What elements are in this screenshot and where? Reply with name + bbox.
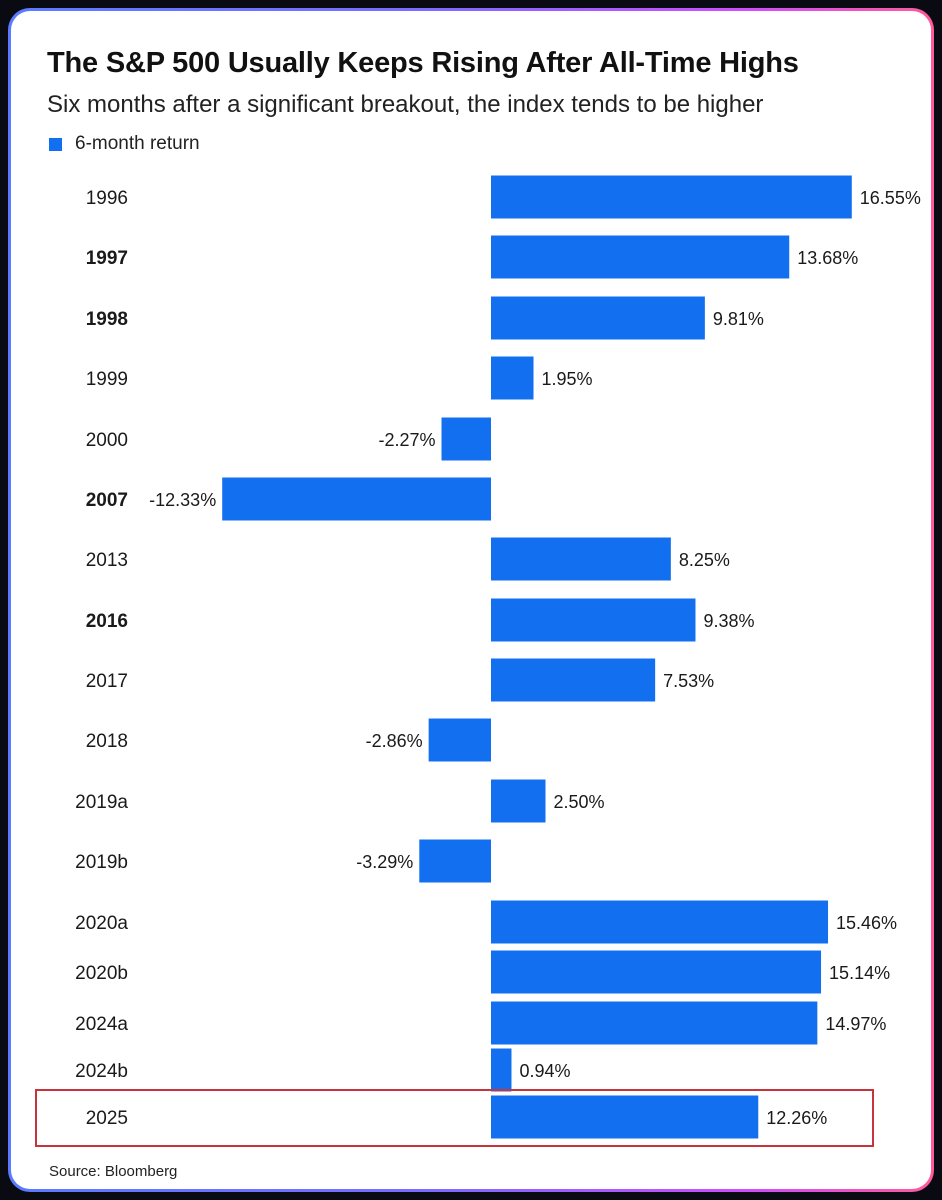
value-label: -2.86%	[366, 731, 423, 751]
category-label: 2025	[86, 1108, 128, 1129]
category-label: 1997	[86, 248, 128, 269]
value-label: -12.33%	[149, 490, 216, 510]
bar	[428, 718, 491, 762]
bar	[491, 779, 546, 823]
category-label: 2016	[86, 611, 128, 632]
source-note: Source: Bloomberg	[49, 1163, 178, 1180]
category-label: 2017	[86, 671, 128, 692]
bar	[491, 658, 656, 702]
bar	[491, 1001, 818, 1045]
category-label: 2024b	[75, 1061, 128, 1082]
value-label: 12.26%	[766, 1108, 827, 1128]
category-label: 1999	[86, 369, 128, 390]
bar	[491, 900, 829, 944]
value-label: -3.29%	[356, 852, 413, 872]
category-label: 2007	[86, 490, 128, 511]
bar	[491, 1095, 759, 1139]
bar	[491, 175, 852, 219]
value-label: 9.38%	[703, 611, 754, 631]
value-label: 15.14%	[829, 963, 890, 983]
bar-chart: 1996 16.55% 1997 13.68% 1998 9.81% 1999 1.95% 20…	[35, 175, 921, 1147]
value-label: 9.81%	[713, 309, 764, 329]
chart-subtitle: Six months after a significant breakout,…	[47, 91, 764, 118]
value-label: 2.50%	[554, 792, 605, 812]
category-label: 2013	[86, 550, 128, 571]
bar	[491, 537, 671, 581]
category-label: 2018	[86, 731, 128, 752]
category-label: 1998	[86, 309, 128, 330]
bar	[441, 417, 491, 461]
value-label: 15.46%	[836, 913, 897, 933]
legend-label: 6-month return	[75, 133, 200, 154]
bar	[419, 839, 491, 883]
bar	[491, 950, 822, 994]
chart-panel: The S&P 500 Usually Keeps Rising After A…	[11, 11, 931, 1189]
bar	[491, 1048, 512, 1092]
value-label: 7.53%	[663, 671, 714, 691]
category-label: 2000	[86, 430, 128, 451]
category-label: 2019b	[75, 852, 128, 873]
legend: 6-month return	[49, 133, 200, 155]
category-label: 2020b	[75, 963, 128, 984]
gradient-frame: The S&P 500 Usually Keeps Rising After A…	[8, 8, 934, 1192]
bar	[491, 598, 696, 642]
value-label: 14.97%	[825, 1014, 886, 1034]
category-label: 2019a	[75, 792, 128, 813]
value-label: 8.25%	[679, 550, 730, 570]
bar	[491, 356, 534, 400]
value-label: -2.27%	[378, 430, 435, 450]
value-label: 1.95%	[542, 369, 593, 389]
chart-title: The S&P 500 Usually Keeps Rising After A…	[47, 47, 799, 79]
category-label: 2024a	[75, 1014, 128, 1035]
value-label: 13.68%	[797, 248, 858, 268]
bar	[491, 235, 790, 279]
category-label: 1996	[86, 188, 128, 209]
highlight-box	[35, 1089, 874, 1147]
value-label: 0.94%	[519, 1061, 570, 1081]
category-label: 2020a	[75, 913, 128, 934]
bar	[491, 296, 705, 340]
value-label: 16.55%	[860, 188, 921, 208]
legend-swatch	[49, 137, 62, 151]
bar	[222, 477, 491, 521]
